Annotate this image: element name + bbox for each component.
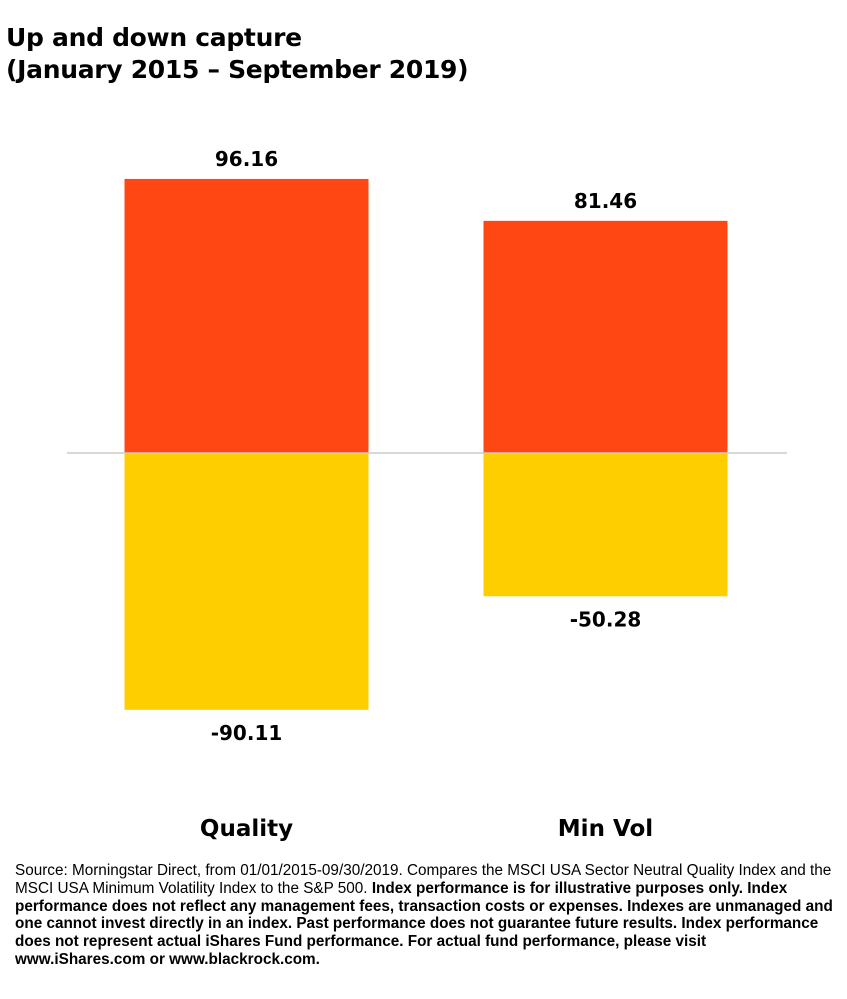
source-footnote: Source: Morningstar Direct, from 01/01/2… — [15, 862, 835, 969]
data-label-quality-up: 96.16 — [215, 147, 278, 171]
bar-min-vol-down — [483, 453, 728, 597]
chart-title-line-2: (January 2015 – September 2019) — [6, 55, 469, 84]
bar-min-vol-up — [483, 220, 728, 453]
category-label-quality: Quality — [200, 816, 293, 842]
capture-bar-chart: 96.16 -90.11 Quality 81.46 -50.28 Min Vol — [67, 147, 787, 842]
category-label-min-vol: Min Vol — [558, 816, 653, 842]
chart-title: Up and down capture (January 2015 – Sept… — [6, 22, 469, 86]
bar-quality-down — [124, 453, 369, 710]
data-label-min-vol-down: -50.28 — [570, 607, 642, 631]
bar-quality-up — [124, 178, 369, 453]
chart-title-line-1: Up and down capture — [6, 23, 302, 52]
data-label-quality-down: -90.11 — [211, 721, 283, 745]
footnote-source-text: Source: Morningstar Direct, from 01/01/2… — [15, 862, 832, 897]
data-label-min-vol-up: 81.46 — [574, 189, 637, 213]
footnote-disclaimer-text: Index performance is for illustrative pu… — [15, 879, 833, 968]
